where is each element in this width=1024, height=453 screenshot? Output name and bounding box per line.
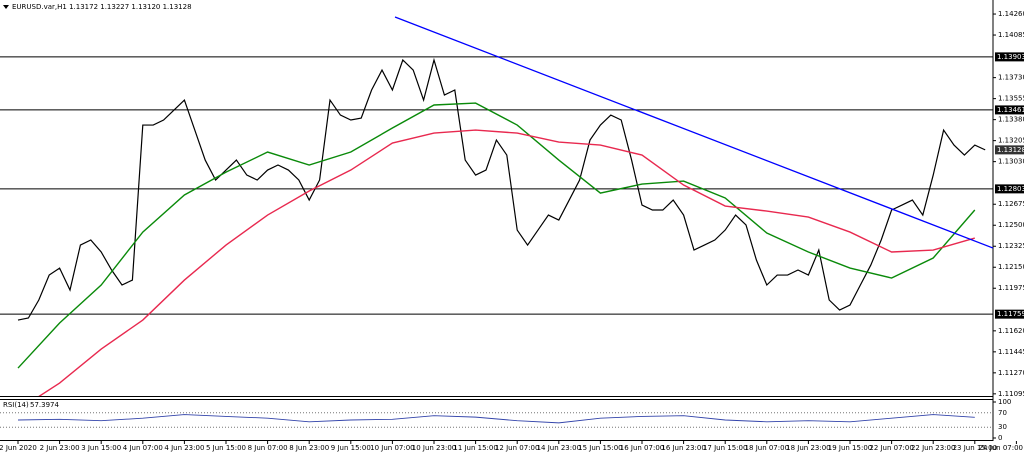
level-label: 1.11759 <box>997 310 1024 318</box>
series-line <box>17 102 976 369</box>
y-tick-label: 1.13380 <box>998 116 1024 124</box>
x-tick-label: 3 Jun 15:00 <box>81 444 121 452</box>
x-tick-label: 2 Jun 23:00 <box>40 444 80 452</box>
y-tick-label: 1.13730 <box>998 74 1024 82</box>
level-label: 1.13903 <box>997 53 1024 61</box>
x-tick-label: 22 Jun 07:00 <box>869 444 913 452</box>
y-tick-label: 1.11975 <box>998 284 1024 292</box>
x-tick-label: 17 Jun 15:00 <box>703 444 747 452</box>
plot-area <box>0 16 993 396</box>
y-tick-label: 1.11270 <box>998 369 1024 377</box>
rsi-area <box>17 414 975 424</box>
x-tick-label: 11 Jun 15:00 <box>453 444 497 452</box>
level-label: 1.12803 <box>997 185 1024 193</box>
rsi-tick-label: 0 <box>998 434 1002 442</box>
rsi-tick-label: 100 <box>998 398 1011 406</box>
y-tick-label: 1.11095 <box>998 390 1024 398</box>
x-tick-label: 18 Jun 07:00 <box>745 444 789 452</box>
x-tick-label: 4 Jun 23:00 <box>164 444 204 452</box>
x-tick-label: 10 Jun 23:00 <box>412 444 456 452</box>
x-tick-label: 4 Jun 07:00 <box>123 444 163 452</box>
y-tick-label: 1.11620 <box>998 327 1024 335</box>
series-line <box>17 57 986 321</box>
level-label-box <box>995 309 1024 319</box>
menu-arrow[interactable] <box>3 5 9 9</box>
x-tick-label: 18 Jun 23:00 <box>786 444 830 452</box>
x-tick-label: 14 Jun 23:00 <box>537 444 581 452</box>
x-tick-label: 2 Jun 2020 <box>0 444 37 452</box>
last-price-label: 1.13128 <box>997 146 1024 154</box>
x-tick-label: 8 Jun 23:00 <box>289 444 329 452</box>
last-price-box <box>995 145 1024 155</box>
level-label: 1.13461 <box>997 106 1024 114</box>
chart-title: EURUSD.var,H1 1.13172 1.13227 1.13120 1.… <box>12 3 192 11</box>
y-tick-label: 1.13205 <box>998 137 1024 145</box>
rsi-line <box>17 414 975 424</box>
series-line <box>38 129 975 396</box>
y-tick-label: 1.13030 <box>998 158 1024 166</box>
x-tick-label: 19 Jun 15:00 <box>828 444 872 452</box>
rsi-tick-label: 70 <box>998 409 1007 417</box>
x-tick-label: 16 Jun 23:00 <box>661 444 705 452</box>
y-tick-label: 1.12675 <box>998 200 1024 208</box>
y-tick-label: 1.12150 <box>998 263 1024 271</box>
y-tick-label: 1.12325 <box>998 242 1024 250</box>
trendline <box>394 16 993 249</box>
x-tick-label: 16 Jun 07:00 <box>620 444 664 452</box>
level-label-box <box>995 105 1024 115</box>
x-tick-label: 15 Jun 15:00 <box>578 444 622 452</box>
level-label-box <box>995 52 1024 62</box>
x-tick-label: 9 Jun 15:00 <box>331 444 371 452</box>
x-tick-label: 8 Jun 07:00 <box>248 444 288 452</box>
rsi-value: 57.3974 <box>30 401 59 409</box>
y-tick-label: 1.14260 <box>998 10 1024 18</box>
y-tick-label: 1.11445 <box>998 348 1024 356</box>
x-tick-label: 23 Jun 15:00 <box>953 444 997 452</box>
rsi-name: RSI(14) <box>3 401 29 409</box>
y-tick-label: 1.14085 <box>998 31 1024 39</box>
x-tick-label: 10 Jun 07:00 <box>370 444 414 452</box>
x-tick-label: 12 Jun 07:00 <box>495 444 539 452</box>
x-tick-label: 24 Jun 07:00 <box>979 444 1023 452</box>
y-tick-label: 1.13555 <box>998 95 1024 103</box>
x-tick-label: 22 Jun 23:00 <box>911 444 955 452</box>
level-label-box <box>995 184 1024 194</box>
rsi-tick-label: 30 <box>998 423 1007 431</box>
y-tick-label: 1.12500 <box>998 221 1024 229</box>
x-tick-label: 5 Jun 15:00 <box>206 444 246 452</box>
